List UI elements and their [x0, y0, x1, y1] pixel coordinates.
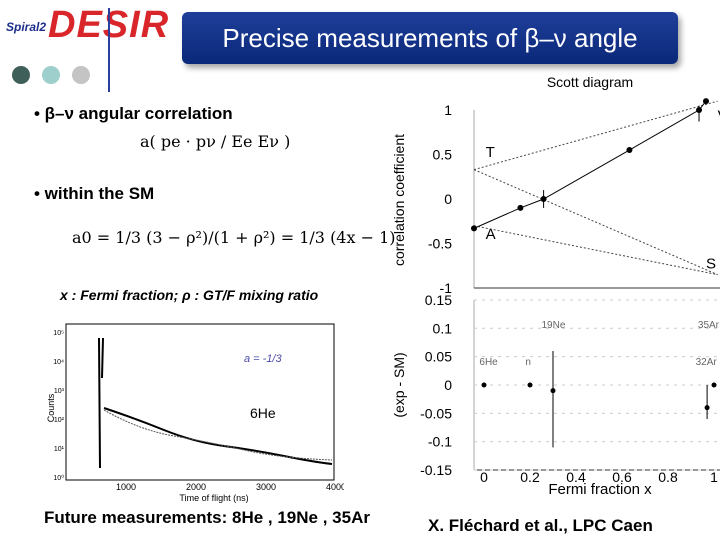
- scott-y-tick-label: -0.5: [428, 236, 452, 252]
- scott-corner-label: S: [706, 255, 716, 272]
- resid-nucleus-label: 35Ar: [698, 320, 720, 331]
- scott-boundary-line: [473, 100, 718, 171]
- inset-y-tick-label: 10⁰: [53, 474, 64, 482]
- resid-xlabel: Fermi fraction x: [548, 481, 652, 498]
- resid-y-ticks: 0.15 0.1 0.05 0 -0.05 -0.1 -0.15: [420, 292, 720, 478]
- desir-logo: Spiral2 DESIR: [0, 0, 168, 92]
- correlation-formula: a( pe · pν / Ee Eν ): [140, 132, 291, 151]
- resid-nucleus-label: n: [525, 357, 531, 368]
- scott-y-ticks: 1 0.5 0 -0.5 -1: [428, 102, 452, 296]
- scott-points: [471, 98, 709, 232]
- sm-formula: a0 = 1/3 (3 − ρ²)/(1 + ρ²) = 1/3 (4x − 1…: [72, 228, 396, 247]
- scott-data-point: [703, 98, 709, 105]
- scott-y-tick-label: 0.5: [433, 147, 453, 163]
- scott-y-tick-label: 1: [444, 102, 452, 118]
- resid-labels: 19Ne 35Ar 6He n 32Ar: [479, 320, 719, 368]
- resid-y-tick-label: -0.1: [428, 434, 452, 450]
- resid-x-tick-label: 1: [710, 469, 718, 485]
- inset-x-ticks: 1000 2000 3000 4000: [116, 482, 344, 492]
- inset-xlabel: Time of flight (ns): [179, 493, 248, 503]
- inset-y-tick-label: 10⁵: [53, 330, 64, 337]
- inset-y-tick-label: 10¹: [54, 446, 65, 453]
- scott-boundary-lines: [473, 100, 718, 276]
- inset-x-tick-label: 3000: [256, 482, 276, 492]
- future-measurements: Future measurements: 8He , 19Ne , 35Ar: [44, 508, 370, 527]
- resid-points: [481, 350, 717, 448]
- bullet-within-sm: • within the SM: [34, 184, 155, 203]
- slide-title: Precise measurements of β–ν angle: [182, 12, 678, 64]
- bullet-angular-correlation: • β–ν angular correlation: [34, 104, 233, 123]
- scott-boundary-line: [473, 169, 718, 276]
- resid-ylabel: (exp - SM): [391, 352, 407, 417]
- resid-y-tick-label: 0.1: [433, 320, 453, 336]
- inset-y-tick-label: 10³: [54, 388, 65, 395]
- resid-x-tick-label: 0.8: [658, 469, 678, 485]
- scott-boundary-line: [473, 225, 718, 276]
- resid-x-tick-label: 0.6: [612, 469, 632, 485]
- scott-data-point: [471, 225, 477, 232]
- resid-data-point: [481, 382, 487, 388]
- resid-x-ticks: 0 0.2 0.4 0.6 0.8 1: [480, 469, 718, 485]
- resid-nucleus-label: 32Ar: [696, 357, 718, 368]
- logo-divider: [108, 8, 110, 92]
- tof-inset-plot: 10⁵ 10⁴ 10³ 10² 10¹ 10⁰ 1000 2000 3000 4000 a = …: [46, 323, 344, 503]
- scott-corner-labels: T A S V: [486, 108, 720, 273]
- scott-y-tick-label: -1: [440, 280, 453, 296]
- dot-icon-1: [12, 66, 30, 84]
- author-credit: X. Fléchard et al., LPC Caen: [428, 516, 653, 535]
- inset-y-ticks: 10⁵ 10⁴ 10³ 10² 10¹ 10⁰: [53, 330, 64, 482]
- inset-frame: [65, 323, 335, 481]
- scott-ylabel: correlation coefficient: [391, 134, 407, 266]
- fermi-caption: x : Fermi fraction; ρ : GT/F mixing rati…: [60, 287, 319, 303]
- dot-icon-3: [72, 66, 90, 84]
- inset-x-tick-label: 2000: [186, 482, 206, 492]
- scott-corner-label: A: [486, 226, 496, 243]
- inset-annotation: a = -1/3: [244, 353, 282, 365]
- spiral2-logo-text: Spiral2: [6, 20, 47, 34]
- scott-data-point: [626, 147, 633, 154]
- inset-y-tick-label: 10²: [54, 417, 65, 424]
- scott-title: Scott diagram: [547, 74, 633, 90]
- inset-x-tick-label: 4000: [326, 482, 344, 492]
- inset-noise: [103, 409, 333, 461]
- dot-icon-2: [42, 66, 60, 84]
- resid-y-tick-label: -0.15: [420, 462, 452, 478]
- resid-x-tick-label: 0.2: [520, 469, 540, 485]
- resid-data-point: [711, 382, 717, 388]
- resid-nucleus-label: 19Ne: [542, 320, 566, 331]
- inset-ylabel: Counts: [46, 393, 56, 422]
- resid-y-tick-label: 0: [444, 377, 452, 393]
- scott-fit-line: [473, 100, 707, 229]
- scott-y-tick-label: 0: [444, 191, 452, 207]
- resid-x-tick-label: 0: [480, 469, 488, 485]
- scott-diagram: Scott diagram correlation coefficient 10…: [391, 74, 720, 498]
- resid-data-point: [527, 382, 533, 388]
- inset-nucleus-label: 6He: [250, 405, 276, 421]
- inset-x-tick-label: 1000: [116, 482, 136, 492]
- scott-corner-label: T: [486, 144, 495, 161]
- scott-data-point: [517, 204, 524, 211]
- resid-y-tick-label: 0.15: [425, 292, 452, 308]
- inset-y-tick-label: 10⁴: [53, 359, 64, 366]
- resid-x-tick-label: 0.4: [566, 469, 586, 485]
- resid-y-tick-label: 0.05: [425, 349, 452, 365]
- scott-corner-label: V: [718, 108, 720, 125]
- resid-nucleus-label: 6He: [479, 357, 498, 368]
- resid-y-tick-label: -0.05: [420, 405, 452, 421]
